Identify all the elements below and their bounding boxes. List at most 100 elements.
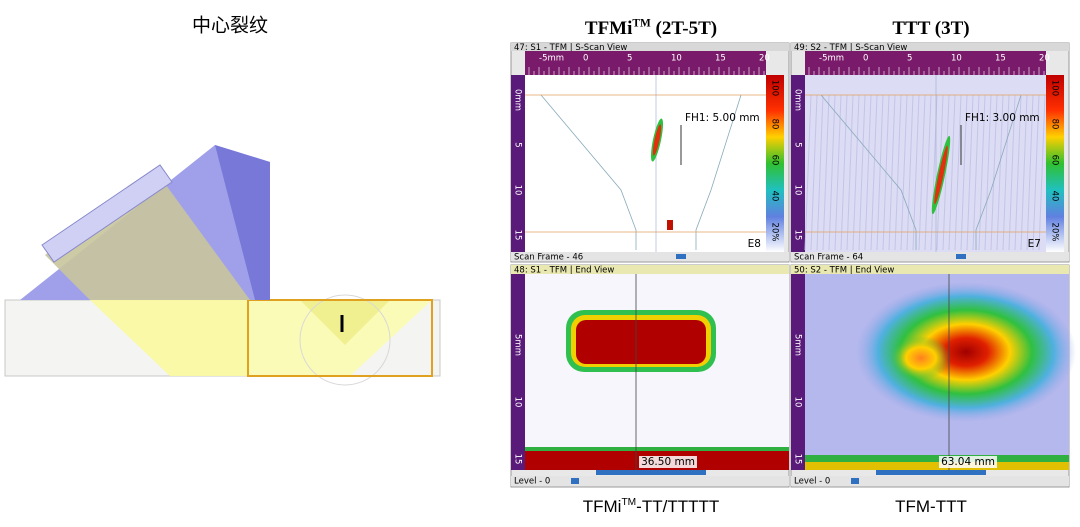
- ruler-top: [805, 51, 1046, 75]
- scan-texture: [888, 94, 896, 251]
- end-indication-left: [891, 336, 951, 380]
- scan-texture: [840, 94, 848, 251]
- slider[interactable]: [956, 254, 966, 259]
- tip-indication: [667, 220, 673, 230]
- scan-texture: [978, 94, 986, 251]
- scan-texture: [1038, 94, 1046, 251]
- ruler-x-label: -5mm: [819, 54, 844, 64]
- ruler-left: [511, 75, 525, 252]
- scan-texture: [816, 94, 824, 251]
- sscan-header-text: 47: S1 - TFM | S-Scan View: [514, 43, 627, 53]
- scan-texture: [846, 94, 854, 251]
- wedge-side: [215, 145, 270, 300]
- beam-wedge: [45, 170, 250, 300]
- slider[interactable]: [676, 254, 686, 259]
- ruler-y-label: 5: [513, 142, 523, 147]
- scan-texture: [942, 94, 950, 251]
- color-scale-label: 40: [1050, 191, 1060, 202]
- cursor-label: 63.04 mm: [941, 456, 995, 468]
- cursor-label-bg: [939, 456, 997, 468]
- ruler-x-label: 0: [863, 54, 868, 64]
- panel-title-sup: TM: [632, 17, 651, 29]
- end-indication: [576, 320, 706, 364]
- level-slider[interactable]: [571, 478, 579, 484]
- sscan-code: E7: [1028, 238, 1041, 250]
- level-slider[interactable]: [851, 478, 859, 484]
- sscan-code: E8: [748, 238, 761, 250]
- scan-texture: [906, 94, 914, 251]
- scan-texture: [1020, 94, 1028, 251]
- focus-circle: [299, 294, 391, 386]
- scan-texture: [918, 94, 926, 251]
- indication-core: [652, 124, 662, 156]
- scan-texture: [858, 94, 866, 251]
- color-scale-label: 60: [770, 155, 780, 166]
- ruler-y-label: 10: [513, 185, 523, 196]
- sscan-footer-text: Scan Frame - 46: [514, 253, 583, 263]
- ruler-top: [525, 51, 766, 75]
- panel-caption: TFMiTM-TT/TTTTT: [583, 497, 720, 517]
- ruler-x-label: 5: [907, 54, 912, 64]
- scan-texture: [954, 94, 962, 251]
- panel-caption-rest: -TT/TTTTT: [636, 497, 719, 516]
- sscan-footer: [791, 252, 1069, 261]
- scan-texture: [1026, 94, 1034, 251]
- ruler-x-label: 20: [759, 54, 770, 64]
- panel-caption-sup: TM: [621, 497, 636, 508]
- end-ruler-label: 5mm: [793, 334, 803, 356]
- color-scale-label: 40: [770, 191, 780, 202]
- sscan-image: [805, 75, 1046, 252]
- panel-title-main: TFMi: [585, 18, 633, 39]
- ruler-x-label: 0: [583, 54, 588, 64]
- probe-lines: [820, 94, 917, 250]
- scan-texture: [828, 94, 836, 251]
- scan-texture: [822, 94, 830, 251]
- end-ruler-label: 5mm: [513, 334, 523, 356]
- scan-texture: [804, 94, 812, 251]
- color-scale-label: 100: [770, 80, 780, 96]
- ruler-x-label: 10: [951, 54, 962, 64]
- scan-texture: [1032, 94, 1040, 251]
- panel-caption: TFM-TTT: [895, 497, 967, 516]
- panel-title-main: TTT (3T): [892, 18, 969, 39]
- scan-texture: [870, 94, 878, 251]
- backwall-core: [805, 462, 1069, 470]
- scan-texture: [990, 94, 998, 251]
- panel-caption-main: TFM-TTT: [895, 497, 967, 516]
- end-ruler-label: 15: [513, 454, 523, 465]
- end-header: [791, 265, 1069, 274]
- ruler-x-label: 5: [627, 54, 632, 64]
- probe-lines: [540, 94, 637, 250]
- end-ruler-label: 15: [793, 454, 803, 465]
- fh-annotation: FH1: 5.00 mm: [685, 112, 760, 124]
- scan-texture: [1002, 94, 1010, 251]
- scan-texture: [894, 94, 902, 251]
- cursor-label-bg: [639, 456, 697, 468]
- end-ruler-label: 10: [793, 397, 803, 408]
- ruler-x-label: -5mm: [539, 54, 564, 64]
- backwall-edge: [525, 447, 789, 451]
- ruler-y-label: 0mm: [513, 89, 523, 111]
- scan-texture: [996, 94, 1004, 251]
- scan-texture: [864, 94, 872, 251]
- end-header-text: 50: S2 - TFM | End View: [794, 266, 894, 276]
- panel-caption-main: TFMi: [583, 497, 622, 516]
- sscan-footer-text: Scan Frame - 64: [794, 253, 863, 263]
- scan-texture: [834, 94, 842, 251]
- sscan-header: [791, 43, 1069, 51]
- scan-texture: [972, 94, 980, 251]
- ruler-y-label: 5: [793, 142, 803, 147]
- ruler-x-label: 15: [995, 54, 1006, 64]
- panel-title-rest: (2T-5T): [651, 18, 717, 39]
- transducer: [41, 164, 173, 263]
- end-footer: [791, 476, 1069, 486]
- ruler-left: [791, 75, 805, 252]
- end-header-text: 48: S1 - TFM | End View: [514, 266, 614, 276]
- end-footer-text: Level - 0: [794, 477, 830, 487]
- roi-box: [247, 299, 433, 377]
- end-scrollbar: [876, 470, 986, 475]
- sscan-header: [511, 43, 789, 51]
- color-scale-label: 80: [1050, 119, 1060, 130]
- ruler-y-label: 15: [793, 230, 803, 241]
